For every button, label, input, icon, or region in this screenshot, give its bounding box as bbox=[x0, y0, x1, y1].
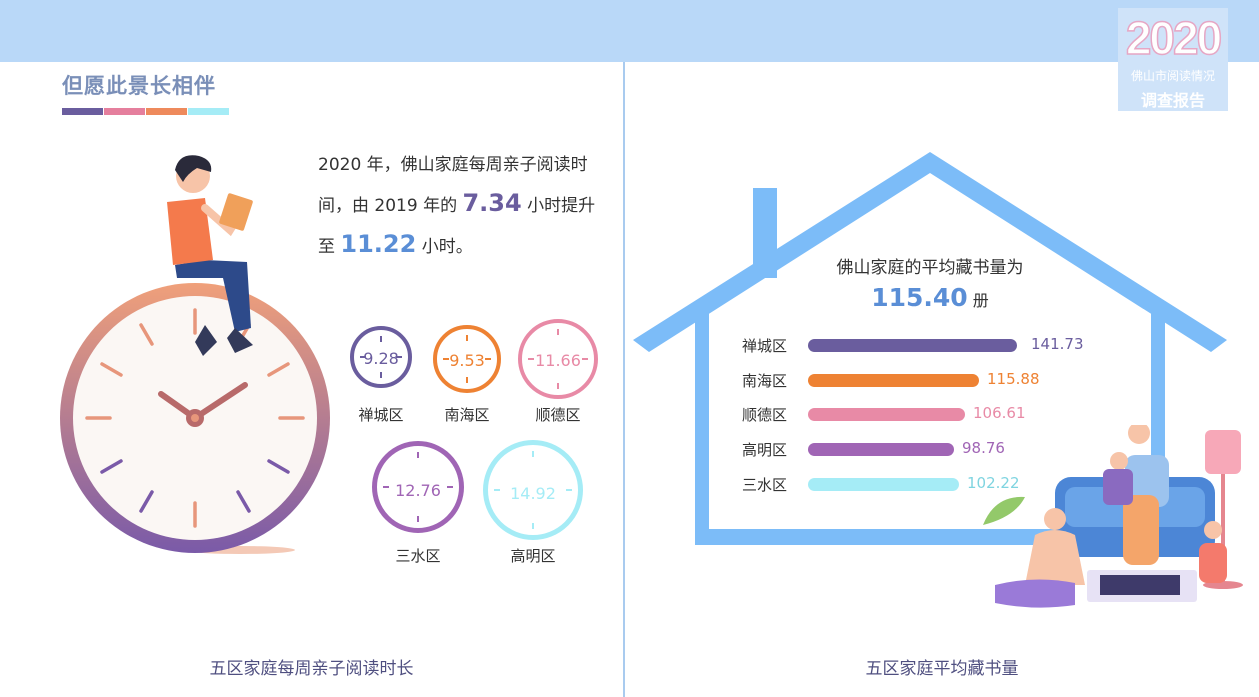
bar-value-label: 115.88 bbox=[987, 370, 1040, 388]
ring-tick bbox=[582, 358, 588, 360]
ring-tick bbox=[528, 358, 534, 360]
ring-tick bbox=[557, 383, 559, 389]
district-ring-chancheng: 9.28 bbox=[350, 326, 412, 388]
ring-tick bbox=[566, 489, 572, 491]
district-ring-gaoming: 14.92 bbox=[483, 440, 583, 540]
clock-illustration bbox=[60, 155, 330, 554]
left-chart-caption: 五区家庭每周亲子阅读时长 bbox=[209, 659, 414, 679]
bar-category-label: 禅城区 bbox=[742, 337, 788, 355]
bookshelf-total: 115.40 册 bbox=[760, 283, 1100, 312]
ring-label: 顺德区 bbox=[535, 406, 581, 424]
ring-tick bbox=[466, 377, 468, 383]
ring-tick bbox=[417, 452, 419, 458]
bar bbox=[808, 478, 959, 491]
ring-value: 14.92 bbox=[510, 484, 556, 503]
ring-tick bbox=[532, 523, 534, 529]
bar-category-label: 三水区 bbox=[742, 476, 788, 494]
color-swatch bbox=[104, 108, 145, 115]
ring-tick bbox=[396, 356, 402, 358]
ring-tick bbox=[443, 358, 449, 360]
ring-value: 11.66 bbox=[535, 351, 581, 370]
district-ring-shunde: 11.66 bbox=[518, 319, 598, 399]
bar bbox=[808, 339, 1017, 352]
bar bbox=[808, 374, 979, 387]
color-swatch bbox=[146, 108, 187, 115]
intro-text-part2: 小时提升至 bbox=[318, 196, 596, 257]
ring-tick bbox=[447, 486, 453, 488]
color-swatch bbox=[62, 108, 103, 115]
ring-tick bbox=[494, 489, 500, 491]
color-swatch bbox=[188, 108, 229, 115]
ring-tick bbox=[380, 372, 382, 378]
ring-tick bbox=[557, 329, 559, 335]
panel-divider bbox=[623, 62, 625, 697]
house-outline bbox=[633, 152, 1227, 545]
bar bbox=[808, 443, 954, 456]
ring-label: 三水区 bbox=[395, 547, 441, 565]
bookshelf-total-unit: 册 bbox=[972, 291, 989, 310]
district-ring-nanhai: 9.53 bbox=[433, 325, 501, 393]
bar-value-label: 141.73 bbox=[1031, 335, 1084, 353]
ring-tick bbox=[380, 336, 382, 342]
ring-value: 9.28 bbox=[363, 349, 399, 368]
family-illustration bbox=[983, 425, 1243, 608]
ring-value: 12.76 bbox=[395, 481, 441, 500]
ring-tick bbox=[383, 486, 389, 488]
bar-value-label: 106.61 bbox=[973, 404, 1026, 422]
intro-text-part3: 小时。 bbox=[416, 237, 473, 257]
district-ring-sanshui: 12.76 bbox=[372, 441, 464, 533]
badge-year: 2020 bbox=[1125, 11, 1223, 65]
report-badge: 2020 佛山市阅读情况 调查报告 bbox=[1118, 8, 1228, 111]
right-chart-caption: 五区家庭平均藏书量 bbox=[865, 659, 1019, 679]
bookshelf-title: 佛山家庭的平均藏书量为 bbox=[836, 258, 1024, 278]
bar-value-label: 102.22 bbox=[967, 474, 1020, 492]
top-banner bbox=[0, 0, 1259, 62]
bar-category-label: 高明区 bbox=[742, 441, 788, 459]
badge-title: 调查报告 bbox=[1140, 91, 1205, 110]
ring-tick bbox=[485, 358, 491, 360]
section-title: 但愿此景长相伴 bbox=[62, 74, 216, 98]
bar-category-label: 顺德区 bbox=[742, 406, 788, 424]
ring-tick bbox=[466, 335, 468, 341]
value-2020: 11.22 bbox=[340, 230, 417, 258]
bar-value-label: 98.76 bbox=[962, 439, 1005, 457]
ring-tick bbox=[417, 516, 419, 522]
bookshelf-total-value: 115.40 bbox=[871, 283, 968, 312]
bar-category-label: 南海区 bbox=[742, 372, 788, 390]
ring-value: 9.53 bbox=[449, 351, 485, 370]
ring-label: 禅城区 bbox=[358, 406, 404, 424]
badge-subtitle: 佛山市阅读情况 bbox=[1130, 69, 1215, 83]
bar bbox=[808, 408, 965, 421]
intro-text: 2020 年，佛山家庭每周亲子阅读时间，由 2019 年的 7.34 小时提升至… bbox=[318, 146, 608, 266]
ring-label: 高明区 bbox=[510, 547, 556, 565]
ring-tick bbox=[532, 451, 534, 457]
ring-label: 南海区 bbox=[444, 406, 490, 424]
intro-text-part1: 2020 年，佛山家庭每周亲子阅读时间，由 2019 年的 bbox=[318, 155, 588, 216]
value-2019: 7.34 bbox=[462, 189, 522, 217]
ring-tick bbox=[360, 356, 366, 358]
